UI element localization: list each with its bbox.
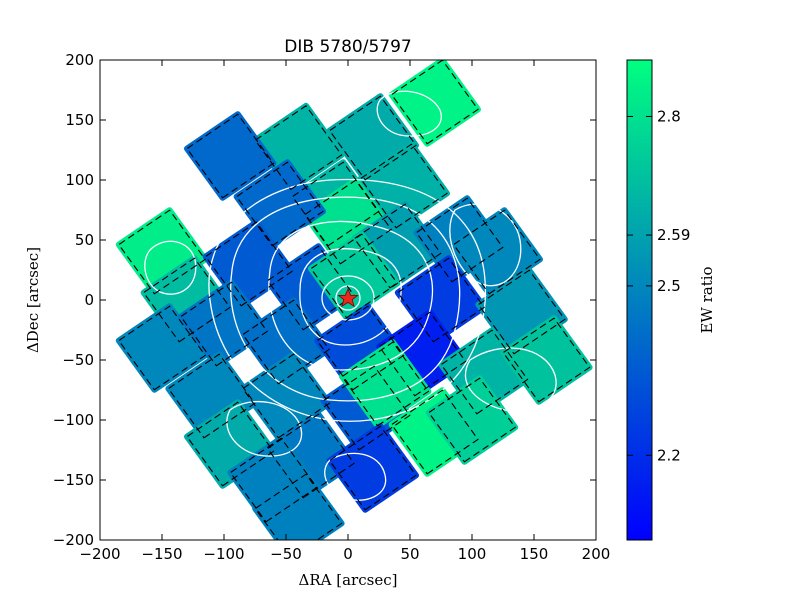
- pointing-outline: [341, 341, 430, 427]
- pointing-outline: [428, 377, 516, 463]
- x-tick-label: −150: [141, 545, 182, 563]
- pointing-outline: [180, 281, 268, 367]
- y-tick-label: 200: [65, 51, 94, 69]
- pointing-outline: [397, 257, 485, 343]
- contour-line: [144, 240, 197, 295]
- colorbar-tick-label: 2.5: [657, 277, 681, 295]
- x-tick-label: 150: [520, 545, 549, 563]
- y-tick-label: −150: [53, 471, 94, 489]
- x-tick-label: 0: [343, 545, 353, 563]
- contour-line: [449, 203, 522, 287]
- pointing-outline: [353, 203, 442, 289]
- pointing-outline: [167, 353, 256, 439]
- y-tick-label: −50: [62, 351, 94, 369]
- x-tick-label: 100: [458, 545, 487, 563]
- pointing-outline: [322, 365, 411, 451]
- pointing-outline: [310, 233, 399, 319]
- y-tick-label: 0: [84, 291, 94, 309]
- x-axis-title: ΔRA [arcsec]: [299, 571, 398, 589]
- colorbar-tick-label: 2.59: [657, 226, 690, 244]
- y-tick-label: −200: [53, 531, 94, 549]
- pointing-outline: [415, 197, 504, 283]
- pointing-outline: [304, 179, 392, 265]
- pointing-outline: [235, 161, 324, 247]
- pointing-outline: [359, 143, 448, 229]
- contour-line: [268, 220, 434, 371]
- pointing-outline: [242, 299, 330, 385]
- x-tick-label: −50: [270, 545, 302, 563]
- y-axis-title: ΔDec [arcsec]: [24, 247, 42, 353]
- pointing-tiles: [118, 60, 591, 540]
- pointing-outline: [266, 413, 355, 499]
- pointing-outline: [254, 105, 343, 191]
- contour-line: [230, 196, 461, 402]
- colorbar-tick-label: 2.8: [657, 107, 681, 125]
- pointing-outline: [390, 389, 479, 475]
- x-tick-label: −200: [79, 545, 120, 563]
- x-tick-label: −100: [203, 545, 244, 563]
- x-tick-label: 50: [400, 545, 419, 563]
- chart-title: DIB 5780/5797: [284, 37, 411, 57]
- contour-line: [464, 347, 557, 412]
- pointing-outline: [186, 113, 275, 199]
- pointing-outline: [204, 221, 293, 307]
- contour-line: [226, 400, 303, 457]
- pointing-outline: [328, 95, 417, 181]
- pointing-outline: [229, 437, 318, 523]
- contour-line: [376, 90, 442, 137]
- pointing-outline: [316, 305, 405, 391]
- contour-line: [324, 452, 387, 501]
- pointing-outline: [452, 209, 541, 295]
- pointing-outline: [378, 311, 467, 397]
- pointing-outline: [142, 257, 231, 343]
- colorbar: [626, 59, 653, 541]
- contour-line: [335, 285, 361, 311]
- central-star-marker: [337, 287, 359, 308]
- y-tick-label: 150: [65, 111, 94, 129]
- pointing-outline: [266, 245, 355, 331]
- contour-line: [208, 178, 487, 422]
- x-tick-label: 200: [582, 545, 611, 563]
- pointing-outline: [254, 473, 343, 540]
- y-tick-label: 50: [75, 231, 94, 249]
- plot-area: [115, 60, 593, 540]
- y-tick-label: −100: [53, 411, 94, 429]
- colorbar-axis: 2.2 2.5 2.59 2.8: [627, 107, 690, 464]
- pointing-outline: [440, 329, 529, 415]
- pointing-outline: [291, 161, 380, 247]
- y-tick-label: 100: [65, 171, 94, 189]
- pointing-outline: [242, 353, 330, 439]
- pointing-outline: [328, 425, 417, 511]
- pointing-outline: [186, 401, 275, 487]
- pointing-outline: [118, 305, 206, 391]
- pointing-outline: [477, 269, 566, 355]
- axes: −200 −150 −100 −50 0 50 100 150 200 −200 −150 −100 −…: [53, 51, 611, 563]
- pointing-outline: [502, 317, 591, 403]
- pointing-outline: [118, 209, 206, 295]
- intensity-contours: [144, 90, 557, 501]
- colorbar-tick-label: 2.2: [657, 446, 681, 464]
- colorbar-title: EW ratio: [698, 266, 716, 333]
- contour-line: [299, 248, 402, 346]
